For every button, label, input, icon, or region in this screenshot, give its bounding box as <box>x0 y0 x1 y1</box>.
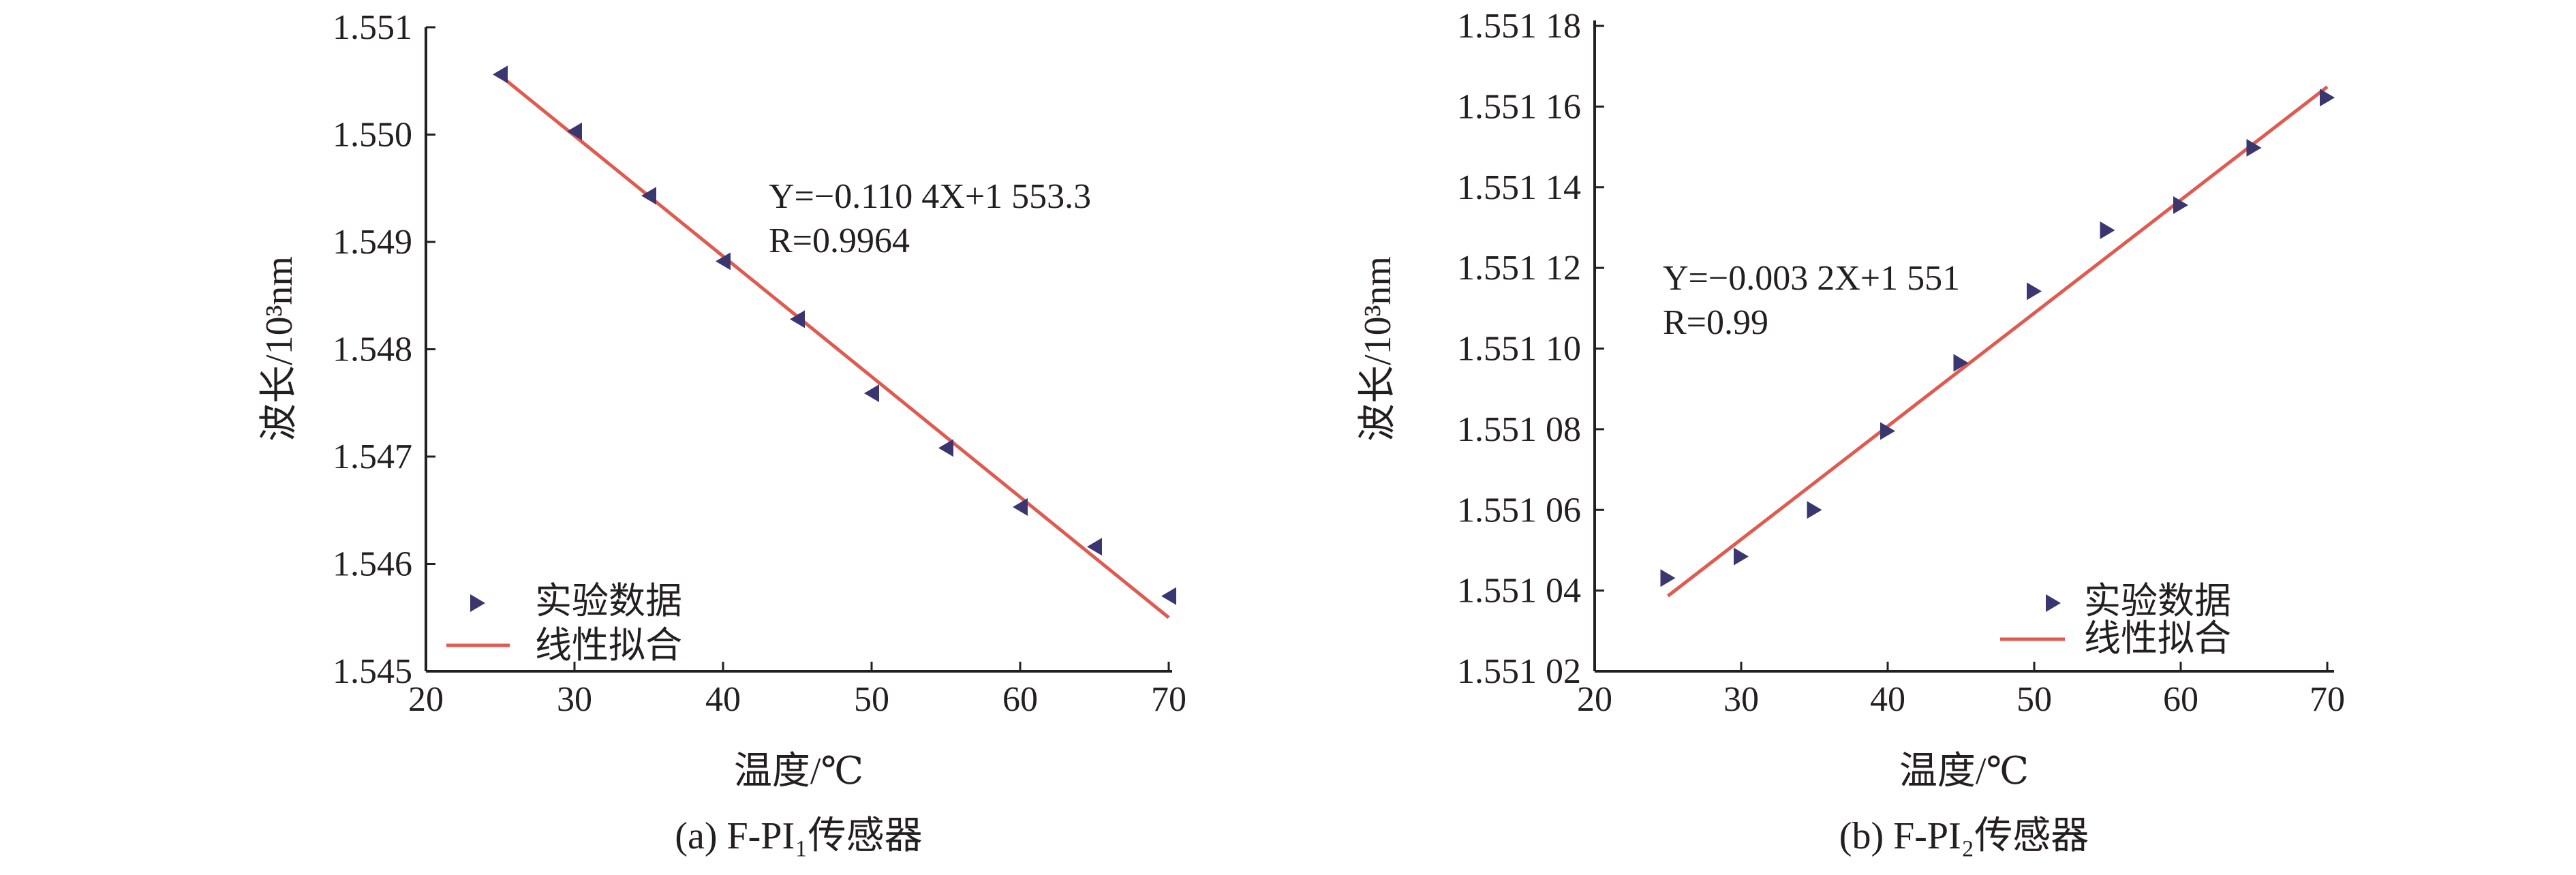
x-tick-label-a: 60 <box>1002 680 1038 719</box>
data-point-b <box>1734 547 1749 566</box>
y-axis-label-a: 波长/10³nm <box>258 256 301 442</box>
data-point-a <box>493 65 508 84</box>
y-tick-label-a: 1.547 <box>333 438 412 476</box>
x-tick-label-a: 30 <box>557 680 592 719</box>
y-tick-label-b: 1.551 10 <box>1457 330 1581 369</box>
equation-r-b: R=0.99 <box>1663 303 1768 342</box>
data-point-b <box>2100 221 2115 239</box>
x-tick-label-a: 40 <box>705 680 741 719</box>
y-tick-label-b: 1.551 16 <box>1457 87 1581 126</box>
legend-a: 实验数据 线性拟合 <box>446 581 682 666</box>
chart-b: 20 30 40 50 60 70 1.551 02 1.551 04 1.551 06 1.55… <box>1357 7 2345 857</box>
data-point-b <box>1807 501 1822 519</box>
x-axis-label-b: 温度/℃ <box>1899 750 2029 793</box>
x-tick-label-b: 40 <box>1870 680 1905 719</box>
equation-y-b: Y=−0.003 2X+1 551 <box>1663 259 1960 298</box>
data-point-b <box>2320 89 2335 107</box>
data-point-b <box>1953 354 1969 372</box>
x-tick-label-b: 30 <box>1723 680 1759 719</box>
fit-line-b <box>1666 85 2329 598</box>
data-point-a <box>716 252 731 271</box>
chart-a: 20 30 40 50 60 70 1.545 1.546 1.547 1.548 1.549 1.5… <box>258 8 1186 857</box>
x-tick-label-a: 50 <box>854 680 889 719</box>
x-tick-label-b: 60 <box>2163 680 2198 719</box>
data-point-b <box>2246 138 2262 157</box>
y-tick-label-a: 1.549 <box>333 223 412 262</box>
x-tick-label-b: 70 <box>2310 680 2345 719</box>
x-axis-label-a: 温度/℃ <box>734 750 863 793</box>
y-tick-label-b: 1.551 04 <box>1457 572 1581 611</box>
y-tick-label-a: 1.548 <box>333 331 412 369</box>
legend-fit-label-b: 线性拟合 <box>2084 618 2231 659</box>
data-point-a <box>567 122 582 140</box>
legend-data-label-a: 实验数据 <box>535 581 682 621</box>
y-tick-label-b: 1.551 02 <box>1457 652 1581 691</box>
data-point-a <box>1087 538 1102 556</box>
caption-b: (b) F-PI₂传感器 <box>1839 815 2089 857</box>
y-tick-label-a: 1.550 <box>333 116 412 155</box>
caption-a: (a) F-PI₁传感器 <box>675 815 922 857</box>
data-point-a <box>938 439 953 457</box>
x-tick-label-b: 50 <box>2017 680 2052 719</box>
data-point-b <box>2027 282 2042 301</box>
y-tick-label-b: 1.551 14 <box>1457 168 1581 207</box>
x-tick-label-a: 70 <box>1151 680 1186 719</box>
legend-marker-b <box>2046 594 2061 612</box>
y-axis-label-b: 波长/10³nm <box>1357 256 1399 442</box>
data-point-a <box>864 384 879 403</box>
legend-data-label-b: 实验数据 <box>2084 581 2231 621</box>
x-tick-label-b: 20 <box>1577 680 1612 719</box>
y-tick-label-b: 1.551 06 <box>1457 491 1581 529</box>
legend-fit-label-a: 线性拟合 <box>535 625 682 666</box>
fit-line-a <box>499 74 1170 619</box>
y-tick-label-b: 1.551 08 <box>1457 410 1581 449</box>
data-point-a <box>790 310 805 328</box>
legend-marker-a <box>470 594 485 612</box>
y-tick-label-b: 1.551 18 <box>1457 7 1581 46</box>
data-point-a <box>1161 587 1176 605</box>
data-point-b <box>1660 569 1676 587</box>
y-tick-label-a: 1.545 <box>333 652 412 691</box>
data-point-a <box>1013 498 1028 517</box>
data-point-b <box>1880 422 1895 440</box>
data-point-b <box>2173 196 2188 215</box>
x-tick-label-a: 20 <box>408 680 444 719</box>
equation-r-a: R=0.9964 <box>769 221 910 260</box>
data-point-a <box>641 187 656 205</box>
legend-b: 实验数据 线性拟合 <box>2000 581 2231 659</box>
y-tick-label-a: 1.546 <box>333 545 412 584</box>
y-tick-label-b: 1.551 12 <box>1457 249 1581 288</box>
y-tick-label-a: 1.551 <box>333 8 412 47</box>
equation-y-a: Y=−0.110 4X+1 553.3 <box>769 177 1091 216</box>
